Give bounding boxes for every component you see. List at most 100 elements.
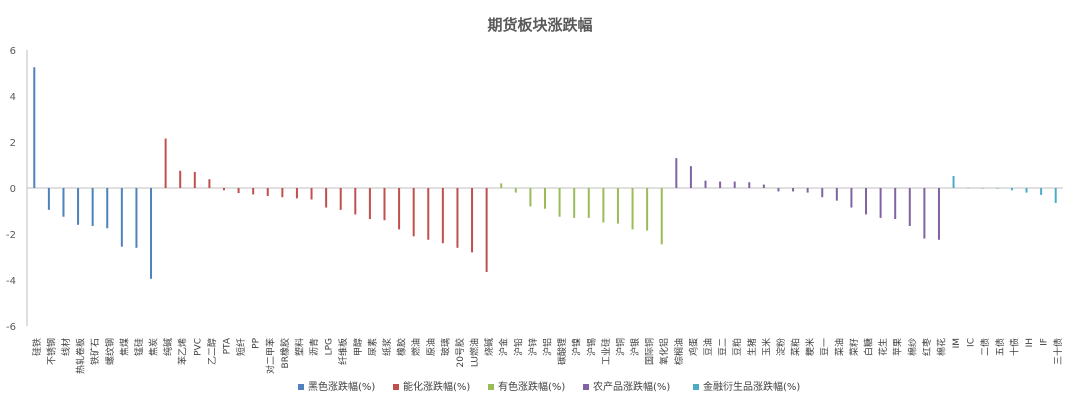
legend-swatch <box>583 384 589 390</box>
x-tick-label: 纸浆 <box>381 338 393 356</box>
bar <box>529 188 532 207</box>
x-tick-label: 沪镍 <box>571 338 583 356</box>
legend-label: 金融衍生品涨跌幅(%) <box>703 380 800 393</box>
legend-swatch <box>693 384 699 390</box>
bar <box>368 188 371 220</box>
bar <box>806 188 809 193</box>
bar <box>689 166 692 188</box>
bar <box>733 181 736 188</box>
x-tick-label: 二债 <box>979 338 991 356</box>
x-tick-label: 三十债 <box>1052 338 1064 365</box>
y-tick-label: 6 <box>10 46 16 57</box>
x-tick-label: 棉花 <box>935 338 947 356</box>
bar <box>762 184 765 188</box>
x-tick-label: 沥青 <box>308 338 320 356</box>
bar <box>777 188 780 192</box>
x-tick-label: 棕榈油 <box>673 338 685 365</box>
bar <box>208 179 211 188</box>
bar <box>748 182 751 188</box>
bar <box>47 188 50 210</box>
bar <box>879 188 882 218</box>
x-tick-label: 花生 <box>877 338 889 356</box>
bar <box>894 188 897 220</box>
bar <box>616 188 619 224</box>
bar <box>354 188 357 215</box>
x-tick-label: 沪金 <box>498 338 510 356</box>
bar <box>77 188 80 225</box>
bar <box>237 188 240 194</box>
bar <box>865 188 868 215</box>
x-tick-label: LPG <box>325 338 335 355</box>
bar <box>120 188 123 247</box>
x-tick-label: 生猪 <box>746 338 758 356</box>
bar <box>485 188 488 272</box>
x-tick-label: 铁矿石 <box>89 338 101 365</box>
bar <box>325 188 328 208</box>
x-tick-label: 线材 <box>60 338 72 356</box>
x-tick-label: IF <box>1040 338 1050 346</box>
bar <box>179 170 182 188</box>
x-tick-label: 纯碱 <box>162 338 174 356</box>
bar <box>471 188 474 253</box>
x-tick-label: 苯乙烯 <box>177 338 189 365</box>
x-tick-label: 硅铁 <box>31 338 43 356</box>
bar <box>631 188 634 230</box>
bar <box>850 188 853 208</box>
x-tick-label: PP <box>252 337 262 348</box>
y-tick-label: -6 <box>6 322 16 333</box>
x-tick-label: 菜籽 <box>848 338 860 356</box>
x-tick-label: 焦炭 <box>148 338 160 356</box>
bar <box>646 188 649 231</box>
y-tick-label: 0 <box>10 184 16 195</box>
x-tick-label: IC <box>967 338 977 347</box>
bar <box>981 188 984 189</box>
bar <box>660 188 663 245</box>
x-tick-label: 红枣 <box>921 338 933 356</box>
x-tick-label: 沪铅 <box>512 338 524 356</box>
x-tick-label: 沪铜 <box>614 338 626 356</box>
x-tick-label: 菜油 <box>833 338 845 356</box>
legend-label: 黑色涨跌幅(%) <box>308 380 375 393</box>
y-tick-label: -2 <box>6 230 16 241</box>
bar <box>937 188 940 240</box>
x-tick-label: 不锈钢 <box>45 338 57 365</box>
bar <box>339 188 342 210</box>
bar <box>456 188 459 248</box>
x-tick-label: 沪银 <box>629 338 641 356</box>
x-tick-label: 鸡蛋 <box>687 338 699 356</box>
x-tick-label: 菜粕 <box>790 338 802 356</box>
x-tick-label: 苹果 <box>892 338 904 356</box>
bar <box>835 188 838 201</box>
bar <box>923 188 926 239</box>
x-tick-label: 短纤 <box>235 338 247 356</box>
x-tick-labels: 硅铁 不锈钢 线材 热轧卷板 铁矿石 螺纹钢 焦煤 锰硅 焦炭 纯碱 苯乙烯 PVC 乙二醇 PTA 短纤 P… <box>31 337 1064 374</box>
y-tick-label: 2 <box>10 138 16 149</box>
bar <box>150 188 153 279</box>
bar <box>252 188 255 195</box>
bar <box>33 67 36 188</box>
x-tick-label: 豆粕 <box>731 338 743 356</box>
x-tick-label: 国际铜 <box>644 338 656 365</box>
y-tick-label: 4 <box>10 92 16 103</box>
bar <box>500 183 503 188</box>
x-tick-label: 碳酸锂 <box>556 338 568 365</box>
x-tick-label: 豆一 <box>820 338 831 356</box>
bar <box>295 188 298 199</box>
bar <box>193 171 196 188</box>
x-tick-label: 甲醇 <box>352 338 364 356</box>
bar <box>135 188 138 248</box>
x-tick-label: 工业硅 <box>600 338 612 365</box>
bar <box>266 188 269 197</box>
x-tick-label: BR橡胶 <box>279 338 291 368</box>
x-tick-label: 白糖 <box>863 338 875 356</box>
bar <box>587 188 590 218</box>
x-tick-label: 沪锡 <box>585 338 597 356</box>
x-tick-label: 沪锌 <box>527 338 539 356</box>
bar <box>91 188 94 226</box>
bar <box>1025 188 1028 193</box>
x-tick-label: 玻璃 <box>439 338 451 356</box>
x-tick-label: 塑料 <box>293 338 305 356</box>
x-tick-label: 烧碱 <box>483 338 495 356</box>
x-tick-label: 粳米 <box>804 338 816 356</box>
chart-title: 期货板块涨跌幅 <box>487 16 592 34</box>
